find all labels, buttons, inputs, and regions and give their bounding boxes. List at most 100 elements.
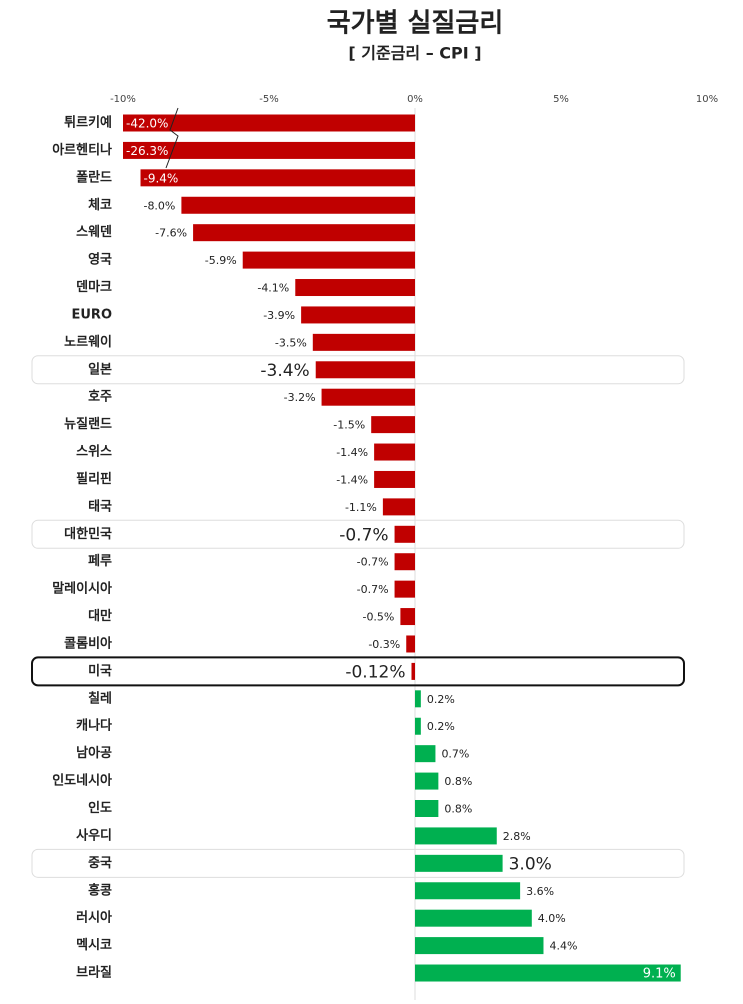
value-label: 4.4% [549,940,577,953]
bar [415,854,503,872]
value-label: -3.2% [284,391,316,404]
value-label: 0.8% [444,803,472,816]
category-label: 체코 [88,198,112,213]
x-tick-label: 0% [407,94,423,105]
bar [415,690,421,708]
category-label: 사우디 [76,827,112,843]
value-label: -0.12% [345,662,405,682]
bar [415,800,439,817]
x-tick-label: -10% [110,94,136,105]
category-label: 스웨덴 [76,224,112,240]
bar [415,745,436,763]
bar [295,279,415,297]
category-label: 폴란드 [76,170,112,185]
category-label: 아르헨티나 [52,142,112,158]
value-label: 0.2% [427,693,455,706]
bar [242,251,415,269]
category-label: 미국 [88,663,112,679]
category-label: 스위스 [76,445,112,460]
bar [123,114,415,132]
bar [415,937,544,955]
category-label: 영국 [88,253,112,268]
value-label: -26.3% [126,144,168,158]
value-label: 0.8% [444,775,472,788]
value-label: -3.9% [263,309,295,322]
category-label: 남아공 [76,745,112,761]
bar [181,196,415,214]
emphasis-box [31,656,685,687]
bar [415,827,497,845]
value-label: -4.1% [257,282,289,295]
bar [406,635,415,653]
value-label: 0.7% [441,748,469,761]
value-label: -0.3% [368,638,400,651]
category-label: 브라질 [76,965,112,981]
category-label: 일본 [88,362,112,377]
value-label: -5.9% [205,254,237,267]
category-label: 뉴질랜드 [64,416,112,432]
bar [315,361,415,379]
bar [140,169,415,187]
chart-title: 국가별 실질금리 [327,9,504,39]
category-label: 러시아 [76,910,112,926]
value-label: -9.4% [144,171,179,185]
bar [411,662,415,680]
bar [374,470,415,488]
bar [193,224,415,242]
category-label: 캐나다 [76,718,112,734]
bar [123,141,416,159]
x-tick-label: 5% [553,94,569,105]
category-label: 멕시코 [76,937,112,953]
highlight-box [31,848,685,878]
value-label: -0.7% [357,583,389,596]
chart-subtitle: [ 기준금리 – CPI ] [348,44,481,63]
highlight-box [31,519,685,549]
bar [415,964,681,982]
bar [415,717,421,735]
value-label: 3.6% [526,885,554,898]
category-label: 노르웨이 [64,334,112,350]
category-label: 필리핀 [76,471,112,487]
value-label: -8.0% [143,199,175,212]
category-label: 인도네시아 [52,773,112,789]
category-label: 대한민국 [64,526,112,542]
category-label: 칠레 [88,690,112,706]
bar [382,498,415,516]
value-label: 9.1% [643,967,676,982]
value-label: -1.4% [336,473,368,486]
category-label: 덴마크 [76,279,112,295]
category-label: EURO [72,307,113,322]
highlight-box [31,355,685,385]
value-label: 4.0% [538,912,566,925]
value-label: -1.4% [336,446,368,459]
value-label: -3.4% [260,361,309,381]
bar [415,772,439,790]
value-label: -0.5% [362,611,394,624]
bar [415,882,521,900]
category-label: 홍콩 [88,882,112,898]
x-tick-label: -5% [259,94,278,105]
value-label: -0.7% [339,525,388,545]
value-label: -7.6% [155,227,187,240]
axis-break [165,107,179,169]
category-label: 태국 [88,499,112,514]
bar [312,333,415,351]
value-label: -3.5% [275,336,307,349]
category-label: 중국 [88,856,112,871]
bar [374,443,415,461]
value-label: -42.0% [126,117,168,131]
category-label: 튀르키예 [64,115,112,131]
category-label: 페루 [88,554,112,569]
bar [301,306,415,324]
bar [394,553,415,571]
category-label: 호주 [88,390,112,405]
value-label: -1.1% [345,501,377,514]
bar [400,608,415,626]
category-label: 말레이시아 [52,581,112,597]
bar [371,416,415,434]
category-label: 대만 [88,608,112,624]
value-label: 3.0% [509,854,552,874]
value-label: 0.2% [427,720,455,733]
